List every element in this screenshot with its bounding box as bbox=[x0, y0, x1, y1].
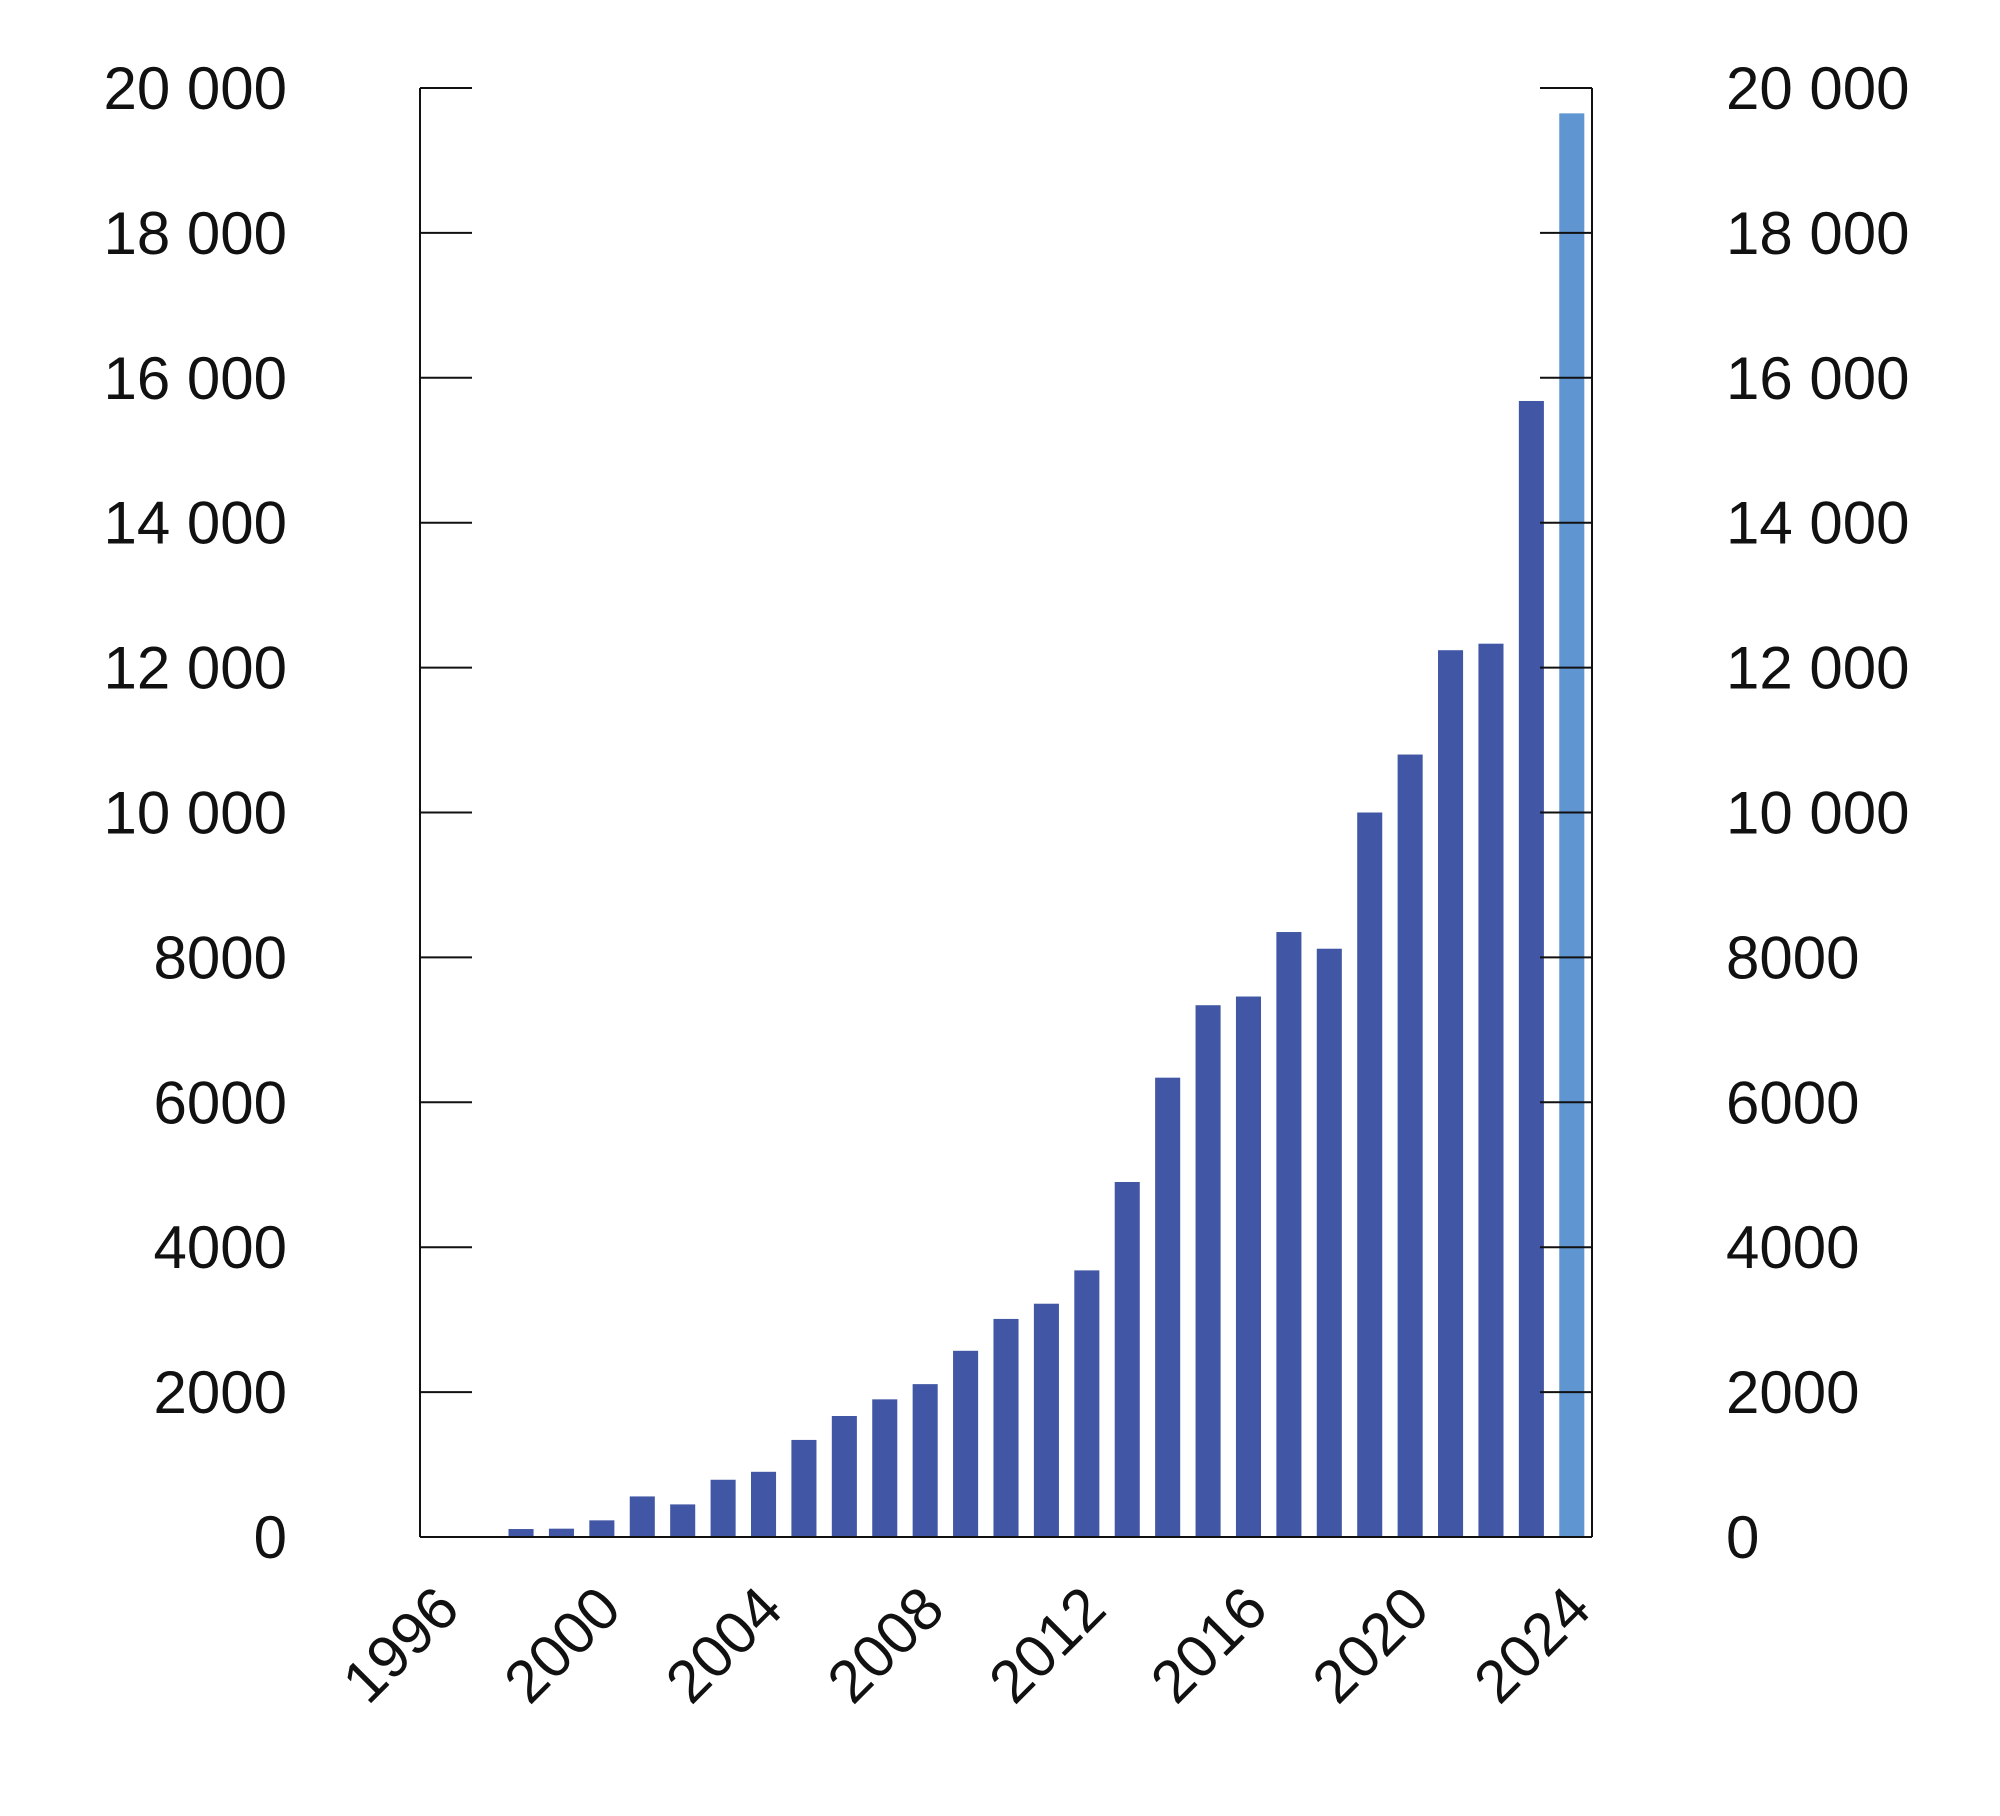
x-tick-label: 2000 bbox=[491, 1574, 633, 1716]
x-tick-label: 2024 bbox=[1461, 1574, 1603, 1716]
right-tick-label: 6000 bbox=[1726, 1069, 1859, 1136]
x-tick-label: 1996 bbox=[330, 1574, 472, 1716]
bar-2022 bbox=[1478, 643, 1504, 1537]
bar-1998 bbox=[508, 1529, 534, 1537]
right-tick-label: 4000 bbox=[1726, 1214, 1859, 1281]
left-tick-label: 18 000 bbox=[103, 200, 287, 267]
bars-group bbox=[508, 113, 1585, 1538]
bar-2019 bbox=[1357, 812, 1383, 1537]
x-tick-label: 2004 bbox=[653, 1574, 795, 1716]
left-tick-label: 10 000 bbox=[103, 780, 287, 847]
right-tick-label: 2000 bbox=[1726, 1359, 1859, 1426]
right-tick-label: 16 000 bbox=[1726, 345, 1910, 412]
bar-2023 bbox=[1518, 400, 1544, 1538]
bar-2007 bbox=[872, 1399, 898, 1537]
left-tick-label: 8000 bbox=[154, 924, 287, 991]
x-axis: 1996 2000 2004 2008 2012 2016 2020 2024 bbox=[330, 1574, 1603, 1716]
bar-2006 bbox=[831, 1416, 857, 1537]
left-tick-label: 2000 bbox=[154, 1359, 287, 1426]
right-tick-label: 8000 bbox=[1726, 924, 1859, 991]
bar-2021 bbox=[1438, 650, 1464, 1537]
left-tick-label: 14 000 bbox=[103, 490, 287, 557]
left-tick-label: 20 000 bbox=[103, 55, 287, 122]
right-tick-label: 10 000 bbox=[1726, 780, 1910, 847]
bar-2008 bbox=[912, 1384, 938, 1537]
left-tick-label: 16 000 bbox=[103, 345, 287, 412]
left-tick-label: 0 bbox=[254, 1504, 287, 1571]
bar-2011 bbox=[1033, 1303, 1059, 1537]
bar-2012 bbox=[1074, 1270, 1100, 1537]
left-tick-label: 4000 bbox=[154, 1214, 287, 1281]
bar-2000 bbox=[589, 1520, 615, 1537]
left-tick-label: 12 000 bbox=[103, 635, 287, 702]
x-tick-label: 2020 bbox=[1300, 1574, 1442, 1716]
bar-2016 bbox=[1235, 996, 1262, 1537]
right-tick-label: 20 000 bbox=[1726, 55, 1910, 122]
right-tick-label: 12 000 bbox=[1726, 635, 1910, 702]
right-tick-label: 14 000 bbox=[1726, 490, 1910, 557]
bar-2002 bbox=[670, 1504, 696, 1537]
bar-2010 bbox=[993, 1318, 1019, 1537]
bar-2014 bbox=[1155, 1077, 1181, 1537]
bar-2018 bbox=[1316, 948, 1342, 1537]
right-tick-label: 18 000 bbox=[1726, 200, 1910, 267]
left-y-axis: 0 2000 4000 6000 8000 10 000 12 000 14 000 16 00… bbox=[103, 55, 472, 1571]
right-y-axis: 0 2000 4000 6000 8000 10 000 12 000 14 000 16 00… bbox=[1540, 55, 1910, 1571]
bar-2017 bbox=[1276, 932, 1302, 1537]
x-tick-label: 2016 bbox=[1138, 1574, 1280, 1716]
bar-2015 bbox=[1195, 1005, 1221, 1537]
bar-2013 bbox=[1114, 1181, 1140, 1537]
bar-2003 bbox=[710, 1479, 736, 1537]
bar-2005 bbox=[791, 1439, 817, 1537]
left-tick-label: 6000 bbox=[154, 1069, 287, 1136]
bar-2024 bbox=[1559, 113, 1585, 1538]
bar-2001 bbox=[629, 1496, 655, 1537]
x-tick-label: 2008 bbox=[815, 1574, 957, 1716]
right-tick-label: 0 bbox=[1726, 1504, 1759, 1571]
bar-2020 bbox=[1397, 754, 1423, 1537]
bar-2004 bbox=[750, 1471, 777, 1537]
x-tick-label: 2012 bbox=[976, 1574, 1118, 1716]
bar-1999 bbox=[548, 1528, 574, 1537]
bar-2009 bbox=[953, 1350, 979, 1537]
